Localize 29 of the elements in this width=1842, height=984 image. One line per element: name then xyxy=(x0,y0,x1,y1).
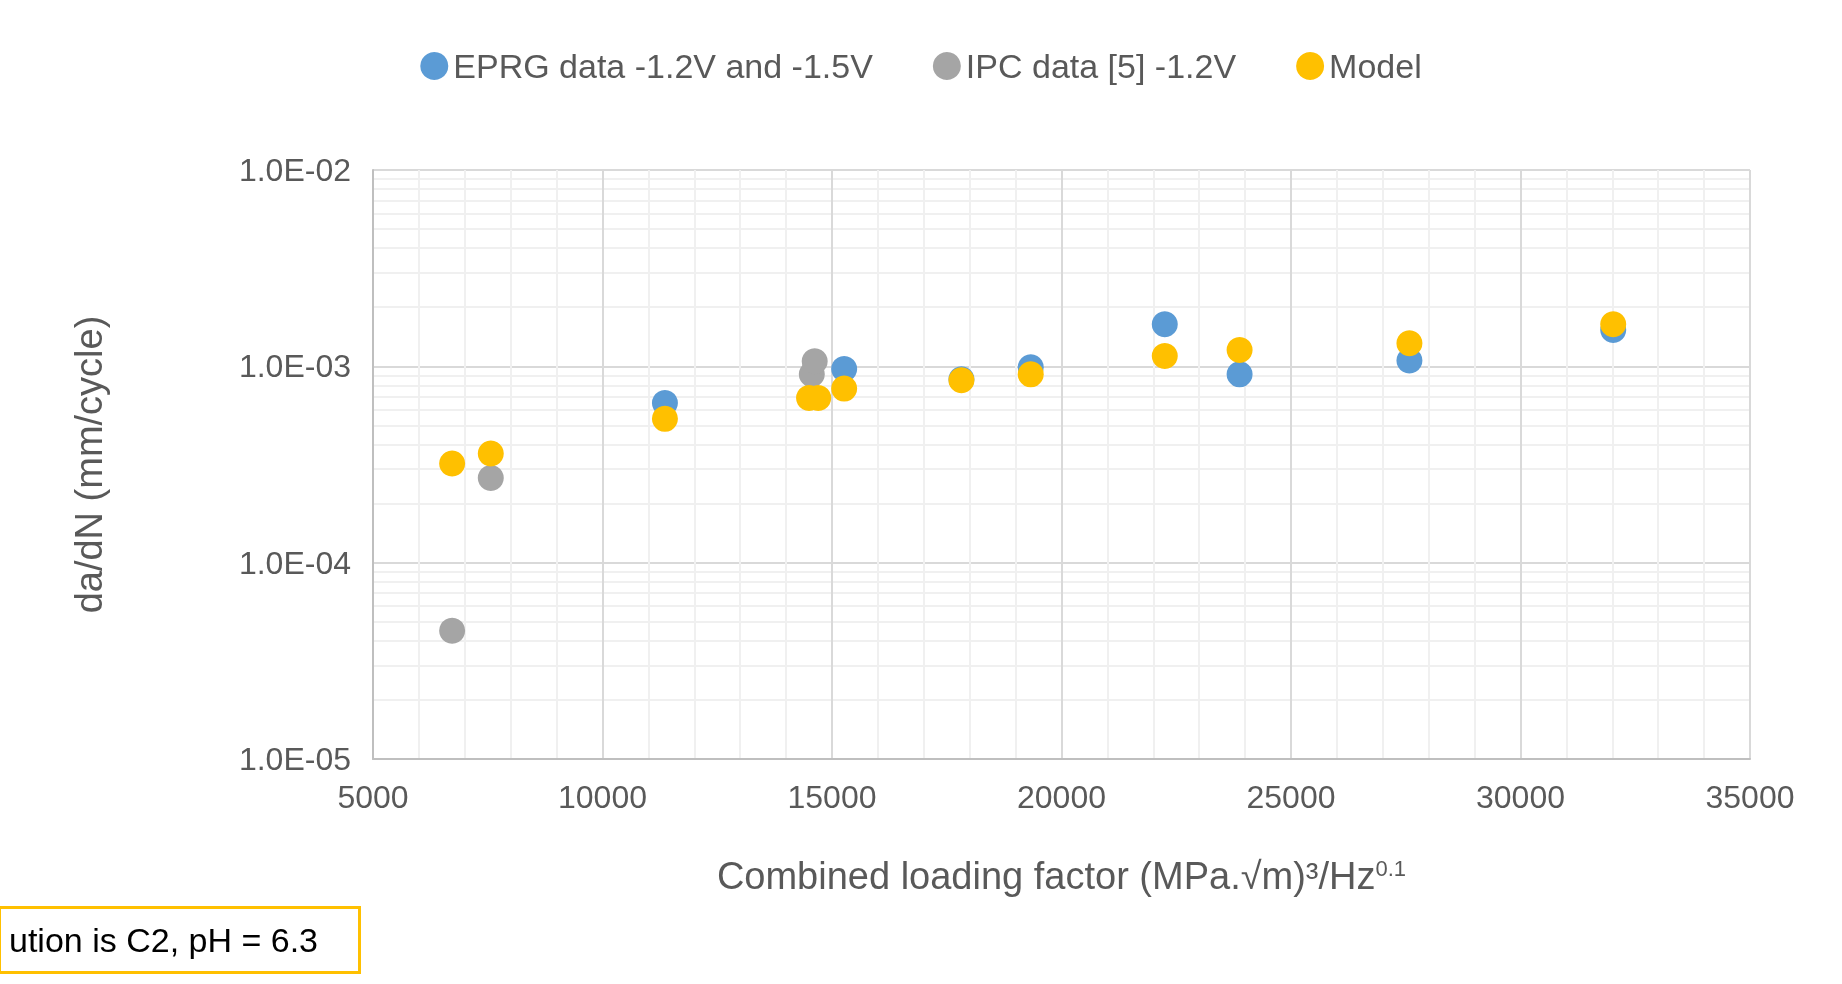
point xyxy=(1151,342,1178,369)
point xyxy=(477,440,504,467)
x-tick-label: 35000 xyxy=(1705,779,1795,815)
point xyxy=(439,450,466,477)
x-tick-label: 30000 xyxy=(1476,779,1565,815)
point xyxy=(1600,311,1627,338)
point xyxy=(1226,361,1253,388)
y-tick-label: 1.0E-02 xyxy=(238,152,351,188)
point xyxy=(651,405,678,432)
y-tick-label: 1.0E-04 xyxy=(238,544,351,581)
y-tick-label: 1.0E-05 xyxy=(238,741,351,777)
x-tick-label: 10000 xyxy=(558,779,647,815)
y-axis-title: da/dN (mm/cycle) xyxy=(68,315,110,614)
x-tick-label: 20000 xyxy=(1017,779,1106,815)
legend-label: IPC data [5] -1.2V xyxy=(965,47,1237,85)
legend-label: Model xyxy=(1329,47,1422,85)
legend-label: EPRG data -1.2V and -1.5V xyxy=(453,47,874,85)
y-tick-label: 1.0E-03 xyxy=(238,348,351,385)
text: ution is C2, pH = 6.3 xyxy=(9,921,319,959)
x-tick-label: 5000 xyxy=(337,779,409,815)
point xyxy=(1151,311,1178,338)
x-tick-label: 15000 xyxy=(787,779,877,815)
point xyxy=(1017,361,1044,388)
point xyxy=(1226,337,1253,364)
point xyxy=(831,375,858,402)
point xyxy=(439,617,466,644)
x-tick-label: 25000 xyxy=(1246,779,1336,815)
point xyxy=(1396,330,1423,357)
point xyxy=(477,464,504,491)
